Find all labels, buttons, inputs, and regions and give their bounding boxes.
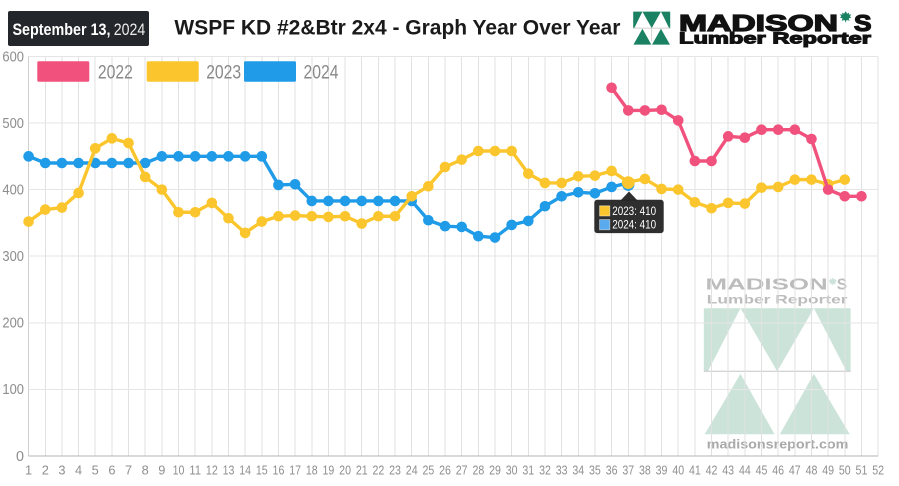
svg-text:26: 26 (439, 462, 451, 477)
svg-text:36: 36 (606, 462, 618, 477)
svg-text:2024: 2024 (304, 62, 339, 83)
svg-text:2024: 2024 (114, 21, 146, 39)
svg-text:3: 3 (58, 462, 65, 477)
svg-text:200: 200 (2, 316, 24, 332)
svg-text:31: 31 (522, 462, 534, 477)
svg-text:22: 22 (373, 462, 385, 477)
svg-text:35: 35 (589, 462, 601, 477)
svg-text:50: 50 (839, 462, 851, 477)
svg-text:11: 11 (189, 462, 201, 477)
svg-text:34: 34 (572, 462, 584, 477)
svg-text:4: 4 (75, 462, 82, 477)
svg-text:33: 33 (556, 462, 568, 477)
svg-text:28: 28 (472, 462, 484, 477)
svg-text:Lumber Reporter: Lumber Reporter (679, 30, 871, 47)
svg-text:30: 30 (506, 462, 518, 477)
svg-text:MADISON: MADISON (706, 275, 828, 292)
svg-text:2023: 2023 (206, 62, 241, 83)
svg-text:100: 100 (2, 382, 24, 398)
svg-text:37: 37 (622, 462, 634, 477)
svg-text:September 13,: September 13, (13, 21, 111, 39)
svg-text:6: 6 (108, 462, 115, 477)
svg-text:S: S (837, 276, 847, 293)
svg-text:17: 17 (289, 462, 301, 477)
svg-text:25: 25 (422, 462, 434, 477)
svg-text:18: 18 (306, 462, 318, 477)
svg-text:32: 32 (539, 462, 551, 477)
svg-text:45: 45 (756, 462, 768, 477)
svg-text:5: 5 (92, 462, 99, 477)
svg-text:2: 2 (42, 462, 49, 477)
svg-text:600: 600 (2, 49, 24, 65)
svg-text:24: 24 (406, 462, 418, 477)
svg-text:400: 400 (2, 183, 24, 199)
svg-text:2023: 410: 2023: 410 (612, 206, 656, 218)
svg-text:S: S (854, 11, 871, 36)
svg-text:52: 52 (872, 462, 884, 477)
svg-text:23: 23 (389, 462, 401, 477)
svg-text:40: 40 (672, 462, 684, 477)
svg-text:1: 1 (25, 462, 32, 477)
svg-text:16: 16 (273, 462, 285, 477)
svg-text:39: 39 (656, 462, 668, 477)
svg-text:300: 300 (2, 249, 24, 265)
svg-text:500: 500 (2, 116, 24, 132)
svg-text:47: 47 (789, 462, 801, 477)
svg-text:43: 43 (722, 462, 734, 477)
svg-text:41: 41 (689, 462, 701, 477)
svg-text:15: 15 (256, 462, 268, 477)
svg-text:21: 21 (356, 462, 368, 477)
svg-text:44: 44 (739, 462, 751, 477)
svg-text:48: 48 (806, 462, 818, 477)
svg-text:WSPF KD #2&Btr 2x4 - Graph Yea: WSPF KD #2&Btr 2x4 - Graph Year Over Yea… (174, 17, 620, 40)
svg-text:8: 8 (142, 462, 149, 477)
svg-text:27: 27 (456, 462, 468, 477)
svg-text:7: 7 (125, 462, 132, 477)
svg-text:29: 29 (489, 462, 501, 477)
svg-text:Lumber Reporter: Lumber Reporter (707, 293, 848, 307)
svg-text:20: 20 (339, 462, 351, 477)
svg-text:9: 9 (158, 462, 165, 477)
svg-text:42: 42 (706, 462, 718, 477)
svg-text:MADISON: MADISON (679, 11, 838, 37)
svg-text:14: 14 (239, 462, 251, 477)
svg-text:2022: 2022 (98, 62, 133, 83)
svg-text:49: 49 (822, 462, 834, 477)
svg-text:46: 46 (772, 462, 784, 477)
svg-text:12: 12 (206, 462, 218, 477)
svg-text:10: 10 (173, 462, 185, 477)
svg-text:19: 19 (323, 462, 335, 477)
svg-text:38: 38 (639, 462, 651, 477)
svg-text:2024: 410: 2024: 410 (612, 220, 656, 232)
svg-text:51: 51 (856, 462, 868, 477)
svg-text:0: 0 (16, 449, 24, 465)
svg-text:13: 13 (223, 462, 235, 477)
svg-text:madisonsreport.com: madisonsreport.com (707, 437, 849, 451)
